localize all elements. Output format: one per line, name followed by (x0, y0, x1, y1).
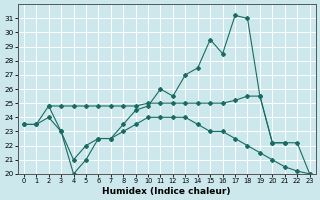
X-axis label: Humidex (Indice chaleur): Humidex (Indice chaleur) (102, 187, 231, 196)
